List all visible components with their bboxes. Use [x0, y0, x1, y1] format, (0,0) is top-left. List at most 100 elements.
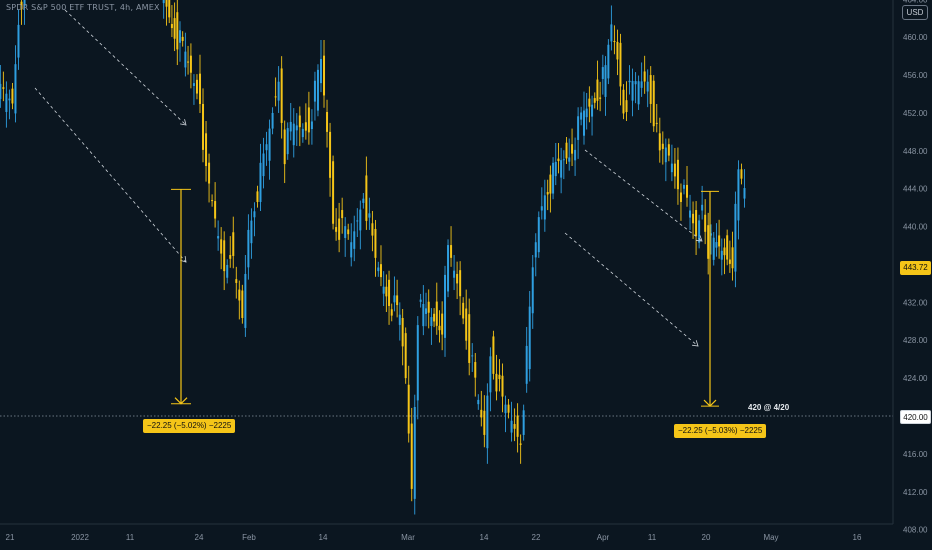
candle-body: [444, 274, 447, 338]
candle-body: [474, 362, 477, 378]
candle-body: [416, 325, 419, 401]
candle-body: [350, 242, 353, 258]
candle-body: [646, 81, 649, 92]
candle-body: [401, 317, 404, 347]
candle-body: [525, 345, 528, 384]
candle-body: [295, 125, 298, 131]
candle-body: [178, 30, 181, 43]
candle-body: [247, 229, 250, 268]
candle-body: [205, 133, 208, 166]
candle-body: [707, 225, 710, 259]
candle-body: [701, 204, 704, 211]
candle-body: [347, 229, 350, 235]
candle-body: [492, 336, 495, 374]
candle-body: [17, 24, 20, 58]
candle-body: [407, 384, 410, 434]
candle-body: [593, 98, 596, 103]
candle-body: [435, 301, 438, 326]
candle-body: [631, 80, 634, 101]
candle-body: [168, 0, 171, 18]
candle-body: [217, 236, 220, 239]
candle-body: [534, 242, 537, 258]
candle-body: [510, 420, 513, 433]
candle-body: [211, 200, 214, 202]
candle-body: [301, 128, 304, 138]
candle-body: [184, 51, 187, 68]
y-tick-label: 428.00: [903, 336, 928, 345]
candle-body: [664, 147, 667, 163]
candle-body: [450, 245, 453, 258]
candle-body: [661, 143, 664, 149]
candle-body: [557, 158, 560, 162]
candle-body: [480, 409, 483, 418]
candle-body: [619, 42, 622, 87]
y-tick-label: 452.00: [903, 109, 928, 118]
candle-body: [689, 210, 692, 218]
candle-body: [585, 108, 588, 118]
candle-body: [552, 162, 555, 194]
candle-body: [250, 220, 253, 244]
candle-body: [259, 162, 262, 202]
candle-body: [319, 58, 322, 84]
trend-line-lower-2-arrow: [692, 340, 699, 347]
candle-body: [388, 279, 391, 306]
candle-body: [554, 161, 557, 177]
candle-body: [223, 240, 226, 272]
measure-label-2: −22.25 (−5.03%) −2225: [674, 424, 767, 438]
candle-body: [274, 96, 277, 98]
candle-body: [613, 40, 616, 42]
candle-body: [546, 192, 549, 195]
candle-body: [723, 247, 726, 256]
currency-button[interactable]: USD: [902, 5, 928, 20]
y-tick-label: 424.00: [903, 374, 928, 383]
candle-body: [368, 213, 371, 218]
x-tick-label: Feb: [242, 533, 256, 542]
candle-body: [519, 443, 522, 445]
target-note: 420 @ 4/20: [748, 403, 790, 412]
measure-arrow-1-arrowhead: [174, 397, 188, 405]
candle-body: [427, 301, 430, 313]
candle-body: [447, 245, 450, 292]
candle-body: [14, 64, 17, 114]
candle-body: [198, 73, 201, 104]
candle-body: [604, 65, 607, 97]
candle-body: [483, 410, 486, 435]
candle-body: [226, 264, 229, 278]
candle-body: [298, 115, 301, 128]
candle-body: [410, 423, 413, 489]
candle-body: [271, 112, 274, 129]
candle-body: [477, 399, 480, 405]
candle-body: [540, 206, 543, 211]
candle-body: [516, 415, 519, 437]
candle-body: [162, 0, 165, 4]
trend-line-upper-1: [64, 9, 187, 126]
x-tick-label: 20: [702, 533, 711, 542]
candle-body: [596, 79, 599, 101]
candle-body: [577, 116, 580, 140]
candle-body: [359, 209, 362, 231]
candle-body: [20, 1, 23, 10]
candle-body: [8, 98, 11, 101]
candle-body: [313, 80, 316, 102]
candle-body: [2, 87, 5, 89]
candle-body: [568, 157, 571, 162]
x-tick-label: 11: [648, 533, 657, 542]
candle-body: [740, 169, 743, 179]
candle-body: [528, 306, 531, 370]
x-tick-label: 11: [126, 533, 135, 542]
candle-body: [616, 41, 619, 60]
y-tick-label: 416.00: [903, 450, 928, 459]
x-tick-label: 22: [532, 533, 541, 542]
y-tick-label: 432.00: [903, 298, 928, 307]
candle-body: [341, 210, 344, 219]
candle-body: [398, 314, 401, 325]
y-tick-label: 456.00: [903, 71, 928, 80]
candle-body: [329, 131, 332, 178]
candle-body: [430, 317, 433, 326]
candle-body: [625, 100, 628, 113]
candle-body: [232, 232, 235, 256]
candle-body: [390, 309, 393, 316]
candle-body: [591, 104, 594, 117]
